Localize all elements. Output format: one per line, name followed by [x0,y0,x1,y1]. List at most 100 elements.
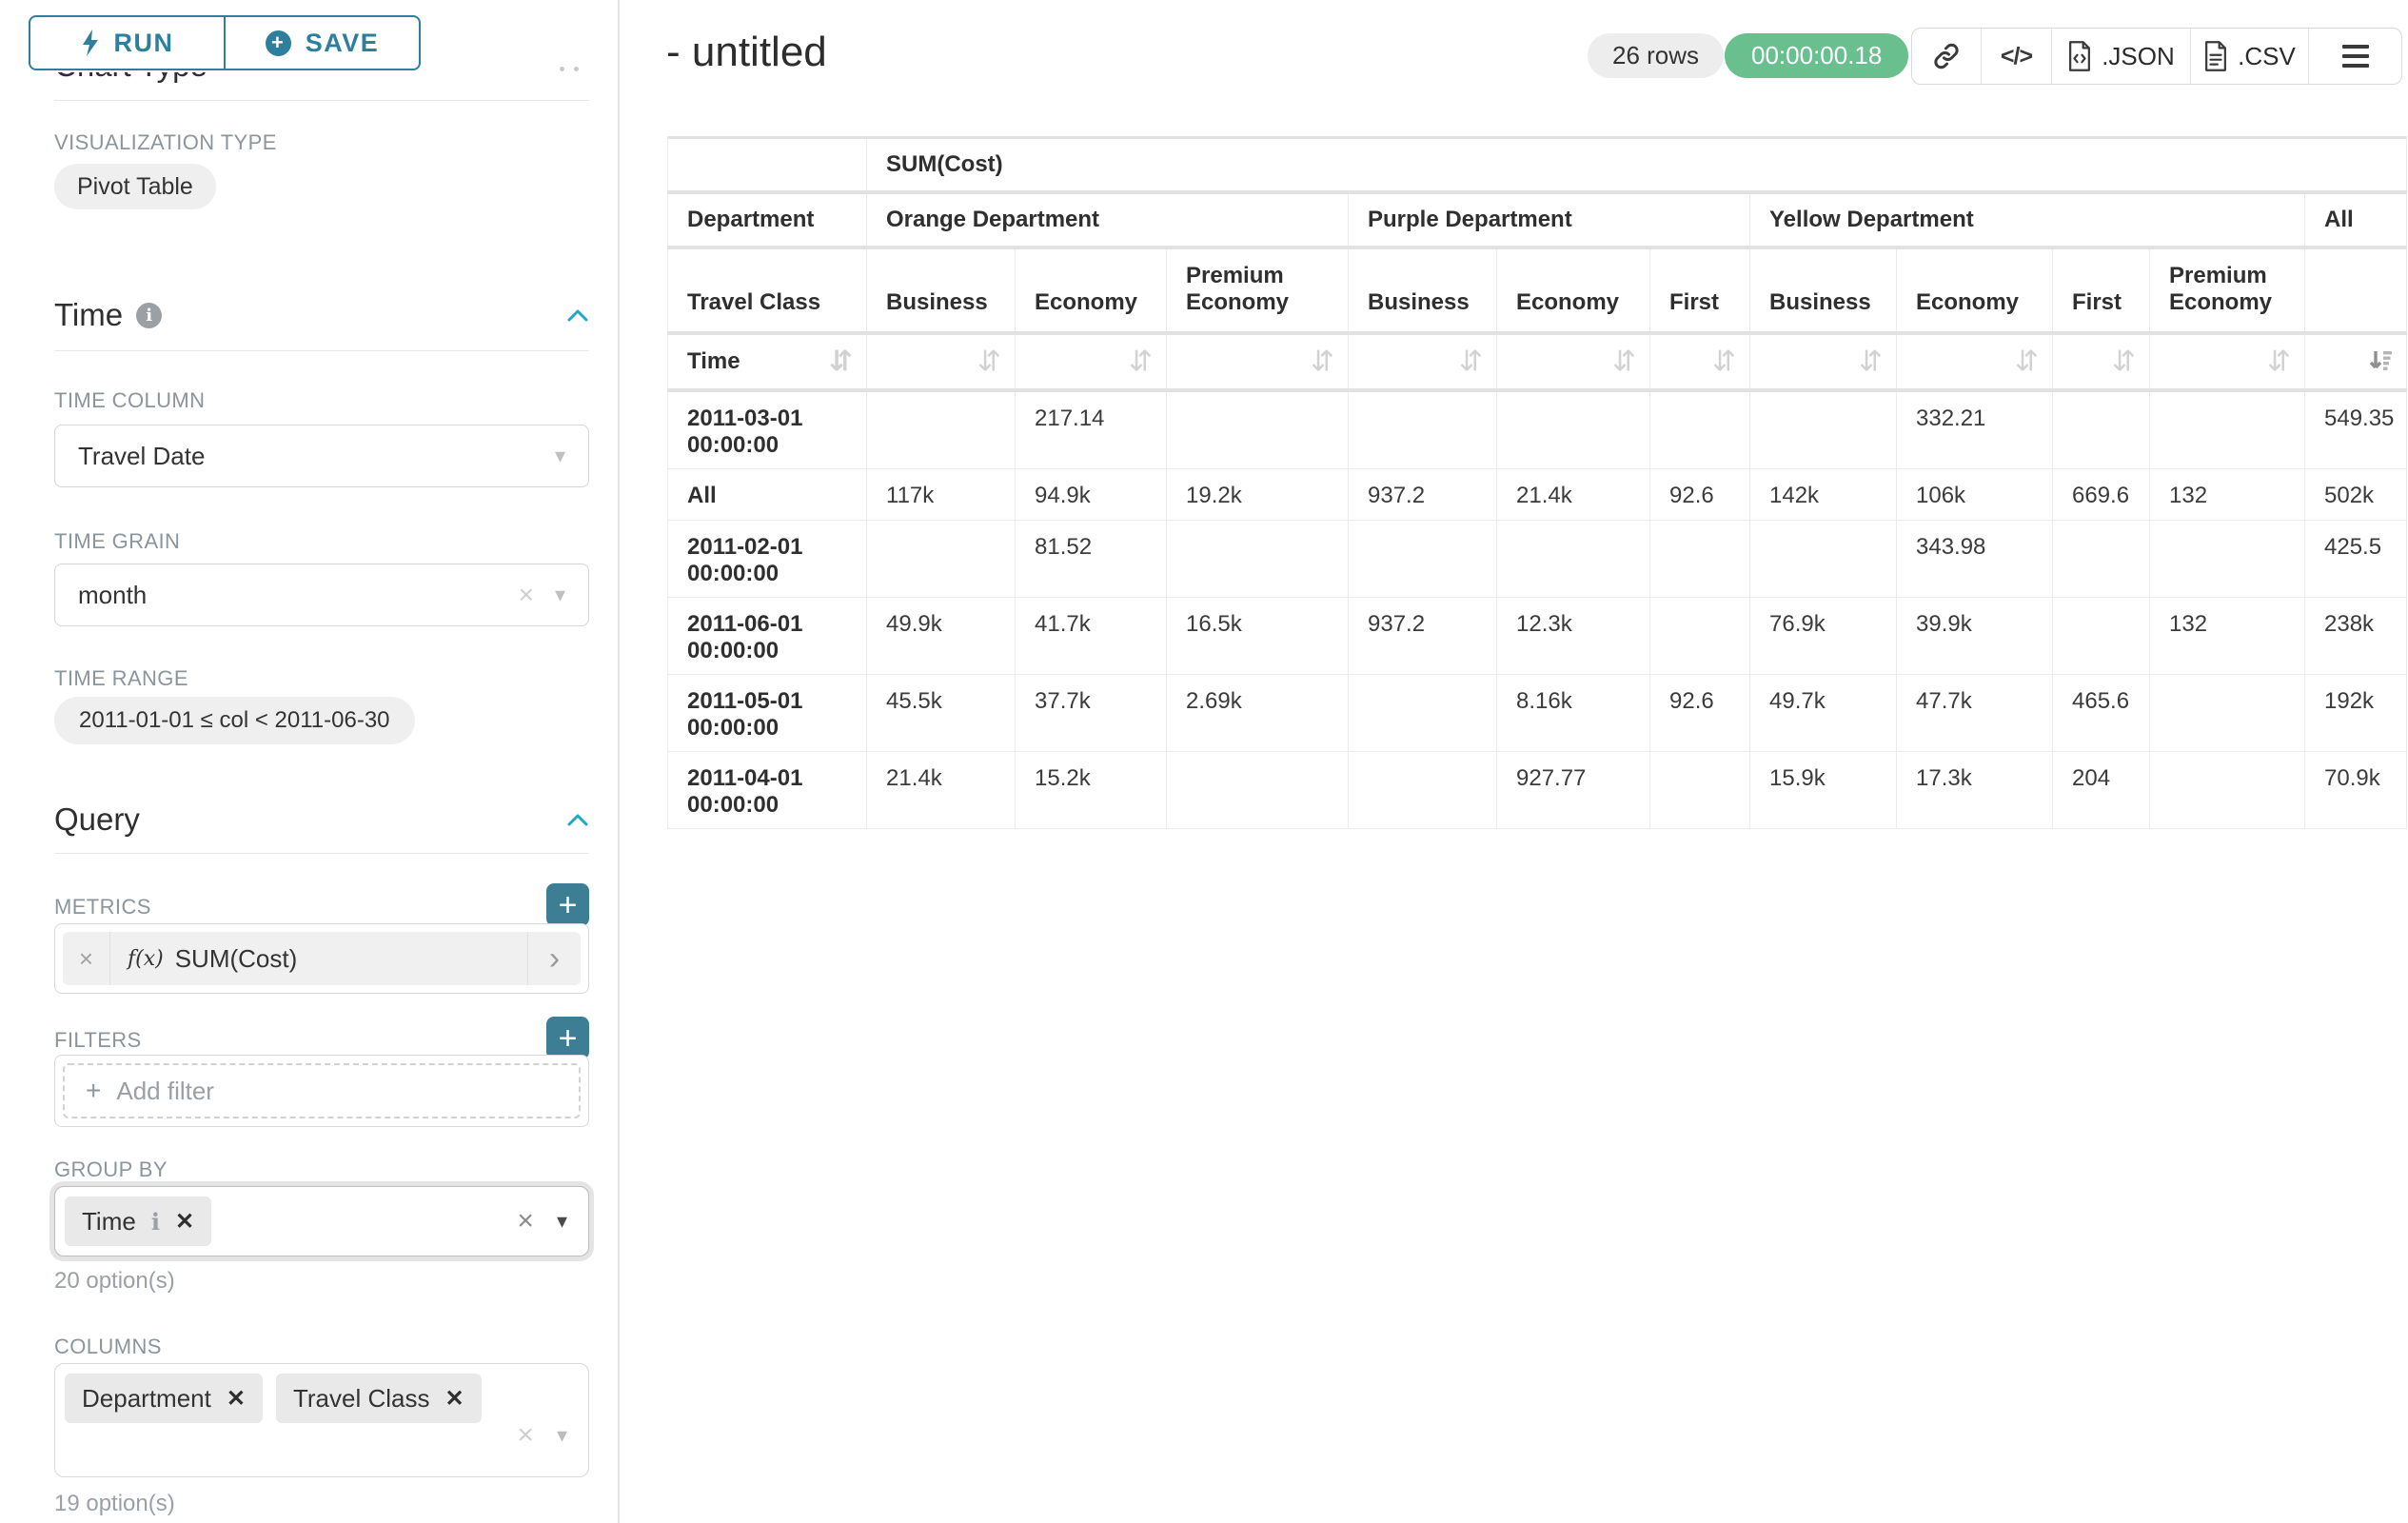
collapse-chevron-icon[interactable] [566,812,589,827]
table-row: All 117k 94.9k 19.2k 937.2 21.4k 92.6 142k 106k 6… [667,467,2407,521]
control-panel-sidebar: Chart Type RUN + SAVE VISUALIZATION TYPE… [0,0,618,1523]
add-metric-button[interactable]: + [546,883,589,926]
time-section-title: Time [54,297,124,332]
column-group-header: Yellow Department [1749,191,2305,249]
pivot-cell [2149,519,2305,598]
clear-icon[interactable]: × [517,1205,534,1236]
sort-cell: ⇵ [1015,332,1167,392]
remove-metric-icon[interactable]: × [63,932,110,985]
run-button[interactable]: RUN [29,15,225,70]
save-button[interactable]: + SAVE [225,15,421,70]
column-header [2304,247,2407,335]
page-title: - untitled [666,29,827,75]
visualization-type-label: VISUALIZATION TYPE [54,130,277,154]
column-header: Economy [1896,247,2053,335]
chart-area: - untitled 26 rows 00:00:00.18 </> .JSON… [620,0,2408,1523]
time-grain-select[interactable]: month × ▾ [54,564,589,626]
export-csv-button[interactable]: .CSV [2190,29,2308,84]
row-count-badge: 26 rows [1588,33,1725,78]
sort-icon[interactable]: ⇵ [1611,345,1636,378]
time-column-label: TIME COLUMN [54,388,206,412]
sort-icon[interactable]: ⇵ [828,345,853,378]
export-csv-label: .CSV [2238,41,2296,70]
pivot-cell: 937.2 [1348,467,1497,521]
pivot-cell: 70.9k [2304,750,2407,829]
pivot-cell: 549.35 [2304,389,2407,469]
pivot-body: 2011-03-01 00:00:00 217.14 332.21 549.35 All… [667,389,2407,829]
table-row: 2011-03-01 00:00:00 217.14 332.21 549.35 [667,389,2407,469]
sort-cell: ⇵ [1749,332,1897,392]
sort-icon[interactable]: ⇵ [977,345,1001,378]
pivot-cell: 217.14 [1015,389,1167,469]
sort-icon[interactable]: ⇵ [1310,345,1334,378]
column-chip[interactable]: Department ✕ [65,1374,263,1423]
group-by-select[interactable]: Time i ✕ × ▾ [54,1186,589,1256]
column-header: Premium Economy [1166,247,1349,335]
column-chip[interactable]: Travel Class ✕ [275,1374,482,1423]
pivot-cell: 465.6 [2052,673,2150,752]
add-filter-button[interactable]: + [546,1017,589,1059]
add-filter-dropzone[interactable]: + Add filter [63,1063,581,1118]
time-grain-label: TIME GRAIN [54,529,181,553]
file-code-icon [2069,41,2091,71]
row-label: 2011-06-01 00:00:00 [667,596,867,675]
pivot-cell: 49.7k [1749,673,1897,752]
caret-down-icon[interactable]: ▾ [556,1209,567,1233]
group-by-chip[interactable]: Time i ✕ [65,1197,212,1246]
pivot-cell: 142k [1749,467,1897,521]
sort-icon[interactable]: ⇵ [2111,345,2136,378]
clear-icon[interactable]: × [517,1419,534,1451]
column-header: First [2052,247,2150,335]
group-by-options-hint: 20 option(s) [54,1268,175,1294]
sort-row: Time ⇵ ⇵ ⇵ ⇵ ⇵ ⇵ ⇵ ⇵ ⇵ ⇵ ⇵ [667,332,2407,392]
pivot-cell: 332.21 [1896,389,2053,469]
time-range-value[interactable]: 2011-01-01 ≤ col < 2011-06-30 [54,697,415,744]
pivot-cell [2149,750,2305,829]
query-timer-badge: 00:00:00.18 [1725,33,1909,78]
link-icon [1934,43,1959,69]
pivot-cell [2149,673,2305,752]
visualization-type-value[interactable]: Pivot Table [54,164,216,209]
query-section-header: Query [54,801,589,838]
chip-label: Time [82,1206,136,1236]
column-header: Economy [1015,247,1167,335]
sort-icon[interactable]: ⇵ [1858,345,1883,378]
group-by-label: GROUP BY [54,1157,168,1181]
collapse-chevron-icon[interactable] [566,307,589,323]
columns-select[interactable]: Department ✕ Travel Class ✕ × ▾ [54,1363,589,1477]
pivot-cell: 132 [2149,596,2305,675]
pivot-cell [2149,389,2305,469]
chevron-right-icon[interactable]: › [527,932,581,985]
remove-chip-icon[interactable]: ✕ [226,1385,246,1412]
pivot-cell [1348,673,1497,752]
metrics-control: × f(x) SUM(Cost) › [54,923,589,994]
more-options-button[interactable] [2308,29,2401,84]
export-json-button[interactable]: .JSON [2051,29,2190,84]
pivot-cell [1649,750,1750,829]
sort-icon[interactable]: ⇵ [2266,345,2291,378]
row-dimension-label: Department [667,191,867,249]
sort-cell-active [2304,332,2407,392]
pivot-cell: 343.98 [1896,519,2053,598]
column-header: Premium Economy [2149,247,2305,335]
pivot-cell [1496,519,1650,598]
view-query-button[interactable]: </> [1981,29,2051,84]
pivot-cell: 425.5 [2304,519,2407,598]
section-divider [54,350,589,351]
caret-down-icon[interactable]: ▾ [556,1423,567,1447]
remove-chip-icon[interactable]: ✕ [174,1208,195,1235]
sort-icon[interactable]: ⇵ [1458,345,1483,378]
sort-icon[interactable]: ⇵ [2014,345,2039,378]
section-divider [54,853,589,854]
clear-icon[interactable]: × [518,580,534,609]
code-icon: </> [2000,42,2033,69]
sort-icon[interactable]: ⇵ [1711,345,1736,378]
share-link-button[interactable] [1912,29,1981,84]
pivot-cell: 16.5k [1166,596,1349,675]
sort-icon[interactable]: ⇵ [1128,345,1153,378]
sort-descending-icon[interactable] [2366,347,2395,376]
metric-chip[interactable]: × f(x) SUM(Cost) › [63,932,581,985]
run-save-toolbar: RUN + SAVE [0,0,618,72]
remove-chip-icon[interactable]: ✕ [444,1385,464,1412]
time-column-select[interactable]: Travel Date ▾ [54,425,589,487]
